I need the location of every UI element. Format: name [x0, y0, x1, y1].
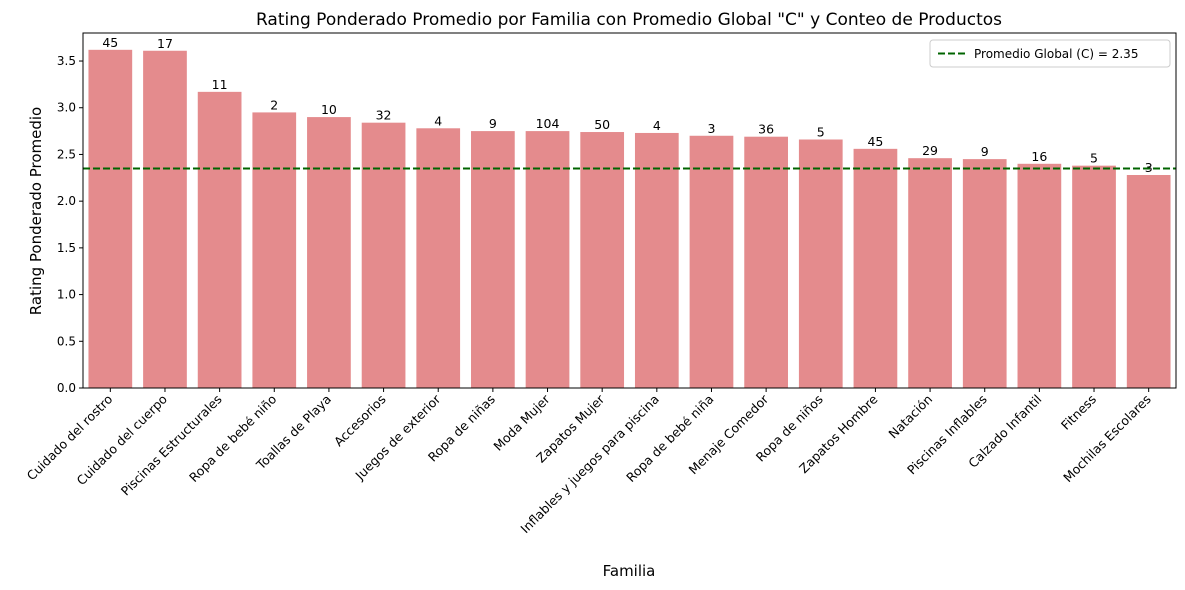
legend-box	[929, 39, 1171, 68]
y-tick-label: 0.0	[57, 381, 76, 395]
bar	[252, 112, 297, 388]
bar	[307, 117, 351, 388]
count-label: 9	[981, 144, 989, 159]
x-tick-label: Fitness	[1058, 392, 1099, 433]
y-tick-label: 2.5	[57, 147, 76, 161]
bar	[908, 158, 952, 388]
x-tick-label: Piscinas Estructurales	[118, 392, 225, 499]
x-tick-label: Cuidado del cuerpo	[74, 392, 171, 489]
count-label: 10	[321, 102, 337, 117]
count-label: 50	[594, 117, 610, 132]
y-tick-label: 0.5	[57, 334, 76, 348]
bar	[634, 132, 679, 388]
count-label: 9	[489, 116, 497, 131]
bar	[1017, 163, 1062, 388]
x-tick-label: Accesorios	[331, 392, 389, 450]
count-label: 16	[1031, 149, 1047, 164]
bar	[580, 132, 625, 388]
y-axis-label: Rating Ponderado Promedio	[27, 107, 45, 315]
bar	[416, 128, 461, 388]
count-label: 5	[817, 125, 825, 140]
y-tick-label: 3.0	[57, 101, 76, 115]
count-label: 32	[376, 108, 392, 123]
y-tick-label: 2.0	[57, 194, 76, 208]
bar	[88, 49, 133, 388]
count-label: 36	[758, 122, 774, 137]
bar	[853, 148, 898, 388]
axes-frame	[82, 32, 1177, 389]
x-tick-label: Natación	[885, 392, 935, 442]
count-label: 45	[102, 35, 118, 50]
legend-label: Promedio Global (C) = 2.35	[974, 47, 1138, 61]
bar	[798, 139, 843, 388]
count-label: 4	[434, 113, 442, 128]
y-tick-label: 1.5	[57, 241, 76, 255]
bar	[1126, 175, 1171, 388]
bar	[1072, 165, 1116, 388]
count-label: 5	[1090, 151, 1098, 166]
y-tick-label: 3.5	[57, 54, 76, 68]
count-label: 2	[270, 97, 278, 112]
bar	[197, 91, 242, 389]
bar	[962, 159, 1007, 388]
count-label: 3	[707, 121, 715, 136]
count-label: 45	[867, 134, 883, 149]
bar	[471, 131, 515, 388]
x-axis-label: Familia	[603, 562, 656, 580]
count-label: 17	[157, 36, 173, 51]
count-label: 11	[212, 77, 228, 92]
bar	[143, 50, 187, 388]
bar	[361, 122, 406, 389]
count-label: 4	[653, 118, 661, 133]
bar	[744, 136, 788, 388]
bar	[525, 131, 570, 388]
bar	[689, 135, 734, 388]
count-label: 29	[922, 143, 938, 158]
chart-title: Rating Ponderado Promedio por Familia co…	[256, 10, 1002, 30]
count-label: 104	[536, 116, 560, 131]
y-tick-label: 1.0	[57, 288, 76, 302]
